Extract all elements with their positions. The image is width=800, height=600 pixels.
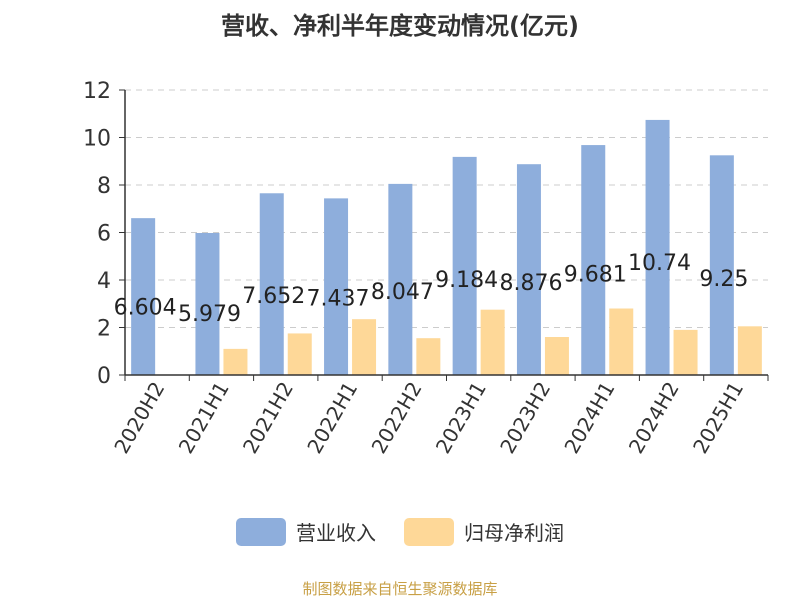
legend-item-revenue[interactable]: 营业收入 [236,517,376,546]
revenue-data-label: 8.876 [499,271,562,296]
x-tick-label: 2023H1 [431,378,491,458]
legend-label-revenue: 营业收入 [296,521,376,545]
x-tick-label: 2022H2 [367,378,427,458]
revenue-data-label: 9.681 [564,263,627,288]
net-profit-bar [673,329,698,375]
revenue-bar [452,156,477,375]
legend-swatch-net-profit [404,517,454,546]
x-tick-label: 2024H1 [559,378,619,458]
source-note: 制图数据来自恒生聚源数据库 [302,580,498,598]
net-profit-bar [223,348,248,375]
bars [131,119,762,375]
revenue-data-label: 6.604 [114,295,177,320]
revenue-data-label: 8.047 [371,280,434,305]
revenue-bar [645,119,670,375]
x-tick-label: 2024H2 [624,378,684,458]
revenue-data-label: 10.74 [628,251,691,276]
net-profit-bar [480,309,505,375]
revenue-bar [195,232,220,375]
y-tick-label: 6 [97,222,111,247]
net-profit-bar [352,319,377,375]
revenue-bar [516,164,541,375]
legend-swatch-revenue [236,517,286,546]
x-tick-label: 2022H1 [302,378,362,458]
y-tick-label: 2 [97,317,111,342]
net-profit-bar [737,326,762,375]
net-profit-bar [544,337,569,375]
legend-label-net-profit: 归母净利润 [464,521,564,545]
revenue-bar [131,218,156,375]
revenue-bar [324,198,349,375]
chart-title: 营收、净利半年度变动情况(亿元) [221,12,579,40]
net-profit-bar [287,333,312,375]
revenue-bar [259,193,284,375]
grid-lines [125,89,768,328]
x-tick-label: 2021H1 [174,378,234,458]
y-tick-label: 0 [97,364,111,389]
y-tick-label: 12 [83,79,111,104]
revenue-data-label: 7.652 [242,284,305,309]
revenue-data-label: 9.25 [699,267,748,292]
revenue-data-label: 7.437 [307,287,370,312]
y-tick-label: 4 [97,269,111,294]
x-tick-label: 2021H2 [238,378,298,458]
net-profit-bar [416,338,441,375]
legend: 营业收入 归母净利润 [0,517,800,546]
y-tick-label: 8 [97,174,111,199]
x-tick-label: 2023H2 [495,378,555,458]
revenue-bar [388,183,413,375]
legend-item-net-profit[interactable]: 归母净利润 [404,517,564,546]
x-tick-label: 2020H2 [109,378,169,458]
revenue-data-label: 5.979 [178,302,241,327]
revenue-bar [581,145,606,375]
revenue-bar [709,155,734,375]
y-tick-label: 10 [83,127,111,152]
net-profit-bar [609,308,634,375]
x-tick-label: 2025H1 [688,378,748,458]
revenue-data-label: 9.184 [435,268,498,293]
